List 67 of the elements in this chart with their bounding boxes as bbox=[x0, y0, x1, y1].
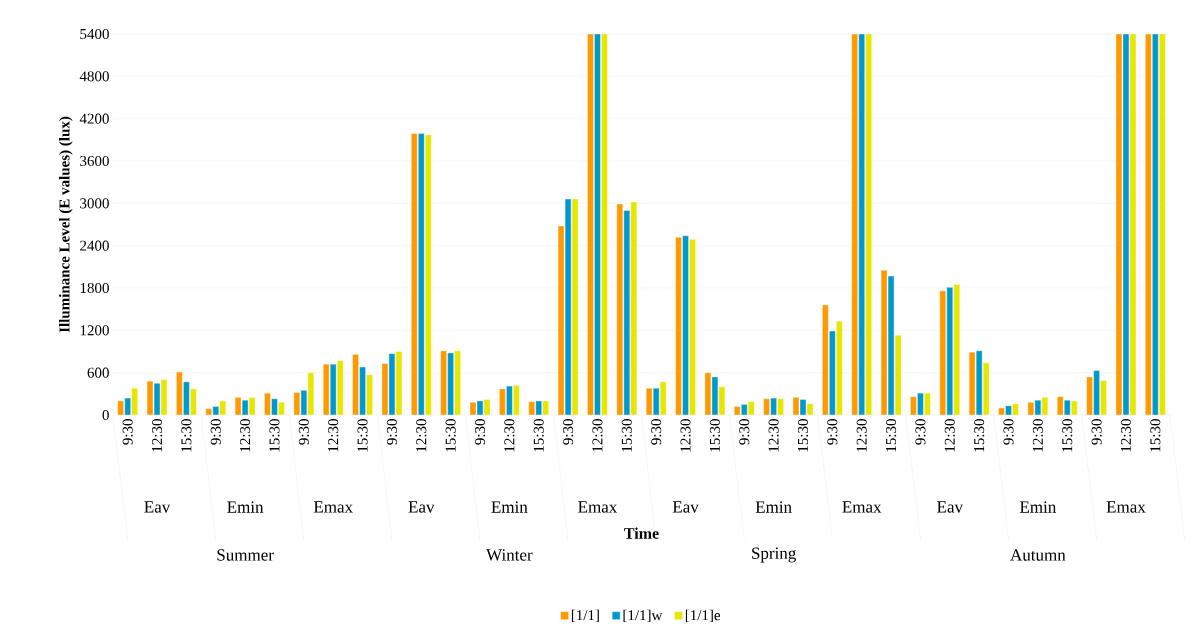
x-tick-label: 9:30 bbox=[1003, 419, 1014, 445]
x-tick-label: 15:30 bbox=[885, 419, 897, 452]
x-tick-label: 15:30 bbox=[621, 419, 632, 452]
y-tick-label: 4800 bbox=[79, 71, 109, 82]
text: Spring bbox=[752, 547, 796, 563]
text: Emax bbox=[842, 501, 882, 513]
x-tick-label: 9:30 bbox=[122, 419, 133, 445]
text: Emax bbox=[313, 501, 353, 513]
y-tick-label: 4200 bbox=[79, 113, 109, 124]
x-tick-label: 12:30 bbox=[944, 419, 955, 452]
x-tick-label: 12:30 bbox=[1120, 419, 1132, 452]
text: Autumn bbox=[1010, 549, 1066, 561]
text: Emin bbox=[1019, 501, 1057, 513]
text: Emin bbox=[755, 501, 792, 513]
x-tick-label: 12:30 bbox=[768, 419, 779, 452]
x-tick-label: 9:30 bbox=[651, 419, 662, 445]
y-tick-label: 2400 bbox=[80, 240, 109, 251]
x-tick-label: 9:30 bbox=[739, 419, 750, 445]
x-tick-label: 15:30 bbox=[1150, 419, 1161, 452]
x-tick-label: 9:30 bbox=[1091, 419, 1102, 445]
y-tick-label: 600 bbox=[87, 367, 109, 378]
x-tick-label: 15:30 bbox=[533, 419, 544, 452]
x-tick-label: 12:30 bbox=[856, 419, 867, 452]
text: Eav bbox=[672, 501, 699, 513]
x-axis-title: Time bbox=[624, 527, 659, 539]
x-tick-label: 15:30 bbox=[181, 419, 192, 452]
x-tick-label: 15:30 bbox=[1062, 419, 1073, 452]
legend-label: [1/1]w bbox=[623, 609, 663, 623]
x-tick-label: 15:30 bbox=[269, 419, 280, 452]
x-tick-label: 12:30 bbox=[328, 419, 339, 452]
x-tick-label: 12:30 bbox=[592, 419, 603, 452]
x-tick-label: 9:30 bbox=[827, 419, 838, 445]
x-tick-label: 15:30 bbox=[357, 419, 368, 452]
x-tick-label: 9:30 bbox=[915, 419, 926, 445]
x-tick-label: 15:30 bbox=[974, 419, 985, 452]
x-tick-label: 15:30 bbox=[445, 419, 456, 452]
text: Eav bbox=[937, 501, 964, 513]
x-tick-label: 15:30 bbox=[709, 419, 721, 452]
x-tick-label: 12:30 bbox=[680, 419, 691, 452]
text: Summer bbox=[217, 549, 274, 561]
y-tick-label: 1200 bbox=[80, 325, 109, 336]
text: Eav bbox=[408, 501, 435, 513]
legend-label: [1/1] bbox=[571, 609, 599, 623]
text: Emax bbox=[1106, 501, 1146, 513]
x-tick-label: 12:30 bbox=[240, 419, 251, 452]
x-tick-label: 9:30 bbox=[210, 419, 221, 445]
x-tick-label: 12:30 bbox=[504, 419, 515, 452]
text: Emin bbox=[491, 501, 528, 513]
text: Eav bbox=[144, 501, 171, 513]
x-tick-label: 9:30 bbox=[386, 419, 398, 445]
y-tick-label: 0 bbox=[102, 409, 109, 421]
y-tick-label: 3000 bbox=[80, 198, 109, 209]
y-tick-label: 3600 bbox=[80, 155, 109, 167]
x-tick-label: 9:30 bbox=[563, 419, 574, 445]
y-tick-label: 5400 bbox=[80, 28, 109, 40]
x-tick-label: 12:30 bbox=[151, 419, 163, 452]
text: Emax bbox=[578, 501, 618, 513]
x-tick-label: 12:30 bbox=[416, 419, 427, 452]
x-tick-label: 15:30 bbox=[797, 419, 809, 452]
legend-label: [1/1]e bbox=[685, 609, 721, 623]
y-axis-title: Illuminance Level (E values) (lux) bbox=[59, 116, 73, 333]
text: Winter bbox=[486, 549, 533, 561]
x-tick-label: 9:30 bbox=[298, 419, 309, 445]
text: Emin bbox=[227, 501, 264, 513]
x-tick-label: 12:30 bbox=[1032, 419, 1043, 452]
y-tick-label: 1800 bbox=[80, 282, 109, 294]
x-tick-label: 9:30 bbox=[474, 419, 486, 445]
